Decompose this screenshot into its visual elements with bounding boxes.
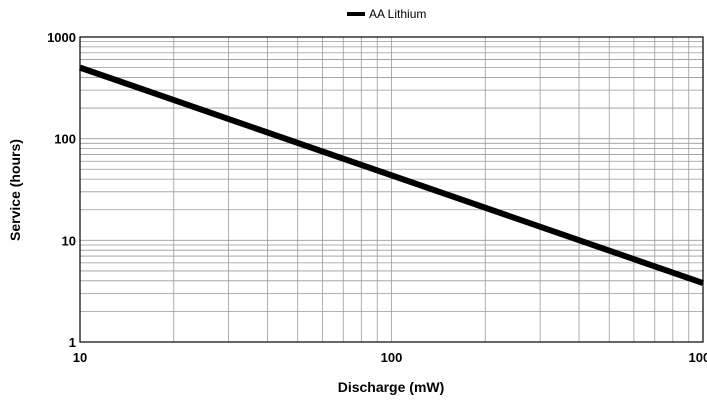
- series-layer: [79, 64, 704, 286]
- x-axis-title: Discharge (mW): [338, 379, 445, 395]
- tick-labels: 1010010001101001000: [47, 30, 707, 365]
- legend: AA Lithium: [347, 7, 426, 21]
- x-tick-label: 10: [73, 350, 87, 365]
- y-tick-label: 1000: [47, 30, 76, 45]
- legend-label-aa-lithium: AA Lithium: [369, 7, 426, 21]
- y-tick-label: 10: [62, 233, 76, 248]
- series-line-aa-lithium: [79, 64, 704, 286]
- y-axis-title: Service (hours): [7, 139, 23, 241]
- plot-frame: [79, 36, 704, 343]
- grid-lines: [80, 37, 703, 342]
- y-tick-label: 100: [54, 132, 76, 147]
- y-tick-label: 1: [69, 335, 76, 350]
- x-tick-label: 100: [381, 350, 403, 365]
- x-tick-label: 1000: [689, 350, 707, 365]
